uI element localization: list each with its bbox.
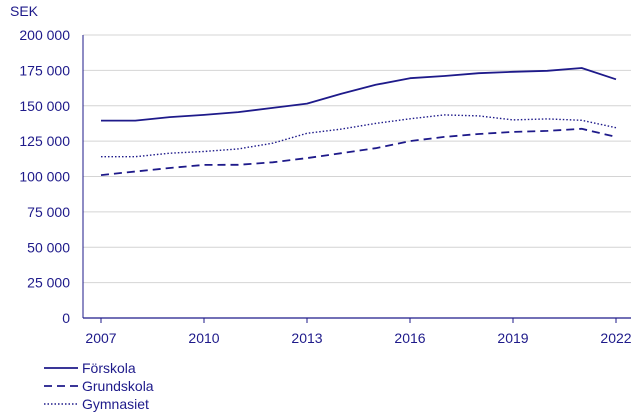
x-tick-label-2019: 2019 bbox=[497, 330, 528, 346]
legend-label-grundskola: Grundskola bbox=[82, 378, 154, 394]
x-tick-label-2010: 2010 bbox=[188, 330, 219, 346]
y-tick-label-150000: 150 000 bbox=[19, 98, 70, 114]
legend-label-förskola: Förskola bbox=[82, 360, 136, 376]
y-axis-unit-label: SEK bbox=[10, 3, 39, 19]
legend: Förskola Grundskola Gymnasiet bbox=[44, 360, 154, 412]
y-tick-label-100000: 100 000 bbox=[19, 169, 70, 185]
y-tick-label-0: 0 bbox=[62, 310, 70, 326]
y-axis-ticks: 0 25 000 50 000 75 000 100 000 125 000 150 000… bbox=[19, 27, 70, 326]
x-tick-label-2013: 2013 bbox=[291, 330, 322, 346]
series-line-grundskola bbox=[100, 127, 617, 176]
x-tick-label-2022: 2022 bbox=[600, 330, 631, 346]
y-tick-label-50000: 50 000 bbox=[27, 239, 70, 255]
axes bbox=[82, 35, 631, 319]
gridlines bbox=[83, 34, 631, 284]
legend-label-gymnasiet: Gymnasiet bbox=[82, 396, 149, 412]
y-tick-label-125000: 125 000 bbox=[19, 133, 70, 149]
x-tick-label-2016: 2016 bbox=[394, 330, 425, 346]
y-tick-label-25000: 25 000 bbox=[27, 275, 70, 291]
y-tick-label-175000: 175 000 bbox=[19, 62, 70, 78]
x-tick-label-2007: 2007 bbox=[85, 330, 116, 346]
series-line-förskola bbox=[101, 67, 617, 122]
x-axis-ticks: 2007 2010 2013 2016 2019 2022 bbox=[85, 318, 632, 346]
series-lines bbox=[100, 67, 617, 176]
series-line-gymnasiet bbox=[101, 114, 617, 158]
y-tick-label-75000: 75 000 bbox=[27, 204, 70, 220]
y-tick-label-200000: 200 000 bbox=[19, 27, 70, 43]
